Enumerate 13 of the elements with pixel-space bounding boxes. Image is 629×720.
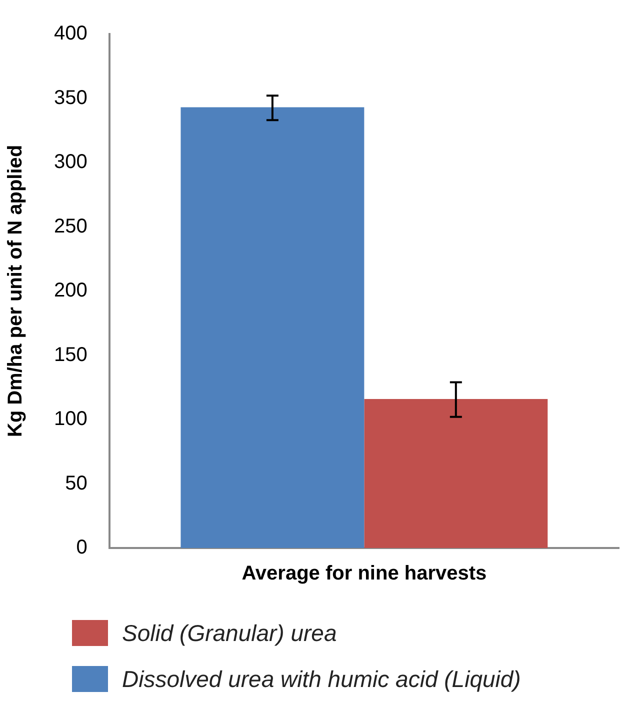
y-tick-label: 0 [76,536,88,559]
y-tick-label: 250 [54,215,88,238]
legend-label: Dissolved urea with humic acid (Liquid) [122,666,521,692]
y-tick-label: 200 [54,280,88,302]
legend-label: Solid (Granular) urea [122,620,337,646]
y-tick-label: 100 [54,408,88,430]
x-tick-label: Average for nine harvests [242,562,487,585]
y-tick-label: 150 [54,344,88,366]
y-tick-label: 50 [65,472,88,494]
y-tick-label: 350 [54,86,88,109]
y-tick-label: 300 [54,151,88,174]
y-axis-title: Kg Dm/ha per unit of N applied [4,144,27,438]
y-tick-label: 400 [54,22,88,45]
